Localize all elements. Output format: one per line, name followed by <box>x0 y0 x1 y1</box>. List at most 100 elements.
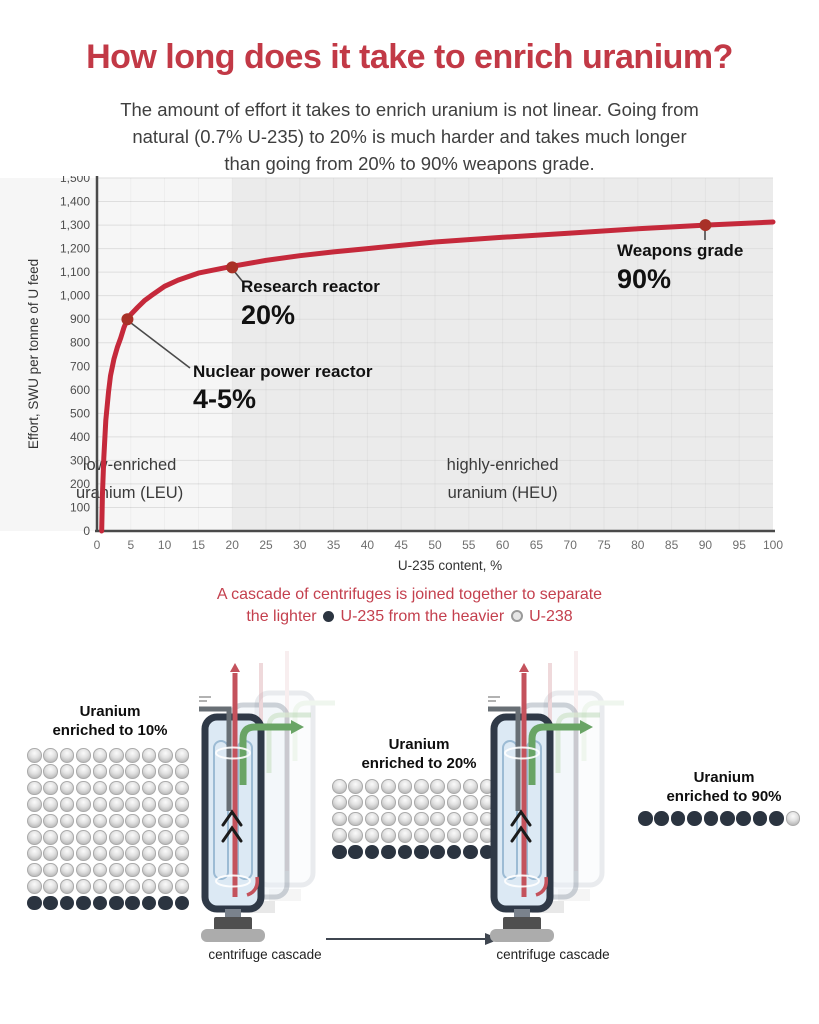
u238-atom-dot <box>332 779 347 794</box>
x-tick-label: 10 <box>158 538 172 552</box>
u238-atom-dot <box>397 779 413 794</box>
u238-atom-dot <box>27 780 42 796</box>
annotation-leader-nuclear-power-reactor <box>130 322 191 369</box>
x-tick-label: 100 <box>763 538 783 552</box>
y-tick-label: 1,200 <box>60 242 90 256</box>
u238-atom-dot <box>108 780 124 796</box>
u238-atom-dot <box>27 846 42 861</box>
x-tick-label: 70 <box>564 538 578 552</box>
stand-neck <box>225 909 241 919</box>
u238-atom-dot <box>174 813 190 829</box>
u235-atom-dot <box>92 895 108 911</box>
u238-atom-dot <box>108 748 124 763</box>
u238-atom-dot <box>108 797 124 812</box>
spin-swirl-bottom <box>504 874 540 888</box>
u238-atom-dot <box>364 779 380 794</box>
u235-atom-dot <box>381 844 396 860</box>
u238-atom-dot <box>108 764 124 779</box>
u235-atom-dot <box>27 895 42 911</box>
cascade-label-1: centrifuge cascade <box>208 947 322 962</box>
u235-atom-dot <box>638 811 653 826</box>
y-tick-label: 500 <box>70 406 90 420</box>
u235-atom-dot <box>670 811 686 826</box>
region-label-leu: low-enriched <box>83 456 177 474</box>
dot-group-label-20pct: Uranium enriched to 20% <box>361 736 477 772</box>
u238-atom-dot <box>43 862 58 878</box>
u235-atom-dot <box>430 844 445 860</box>
u238-atom-dot <box>92 846 108 861</box>
u238-atom-dot <box>141 748 157 763</box>
x-tick-label: 90 <box>699 538 713 552</box>
x-tick-label: 35 <box>327 538 341 552</box>
chart-annotations: Nuclear power reactor 4-5% Research reacto… <box>121 219 743 414</box>
cascade-caption-line-1: A cascade of centrifuges is joined toget… <box>216 586 603 603</box>
u235-atom-dot <box>59 895 75 911</box>
u238-atom-dot <box>413 828 429 843</box>
tails-curl <box>535 876 549 897</box>
stand-neck <box>514 909 530 919</box>
centrifuge-cascade-svg <box>488 651 626 942</box>
u238-atom-dot <box>125 879 140 894</box>
u238-atom-dot <box>59 829 75 845</box>
u238-atom-dot <box>43 797 58 812</box>
u238-atom-dot <box>92 879 108 894</box>
x-tick-label: 85 <box>665 538 679 552</box>
u235-atom-dot <box>397 844 413 860</box>
u235-atom-dot <box>752 811 768 826</box>
annotation-label-nuclear-power-reactor: Nuclear power reactor <box>193 362 373 381</box>
u238-atom-dot <box>27 797 42 812</box>
u238-atom-dot <box>125 813 140 829</box>
u238-atom-dot <box>76 879 91 894</box>
u235-atom-dot <box>174 895 190 911</box>
u238-atom-dot <box>381 795 396 810</box>
u235-atom-dot <box>463 844 478 860</box>
subtitle-line-1: The amount of effort it takes to enrich … <box>120 99 699 120</box>
u238-atom-dot <box>59 846 75 861</box>
u238-atom-dot <box>59 813 75 829</box>
u238-atom-dot <box>108 846 124 861</box>
cascade-caption: A cascade of centrifuges is joined toget… <box>0 584 819 628</box>
u238-atom-dot <box>141 797 157 812</box>
u238-atom-dot <box>125 748 140 763</box>
u238-atom-dot <box>141 813 157 829</box>
dot-grid-20pct <box>332 779 496 861</box>
u238-atom-dot <box>59 797 75 812</box>
u238-atom-dot <box>141 780 157 796</box>
page-title: How long does it take to enrich uranium? <box>86 38 733 76</box>
u238-atom-dot <box>108 813 124 829</box>
u238-atom-dot <box>59 748 75 763</box>
u235-atom-dot <box>687 811 702 826</box>
u238-atom-dot <box>413 811 429 827</box>
u238-atom-dot <box>125 764 140 779</box>
u238-atom-dot <box>446 779 462 794</box>
cascade-label-2: centrifuge cascade <box>496 947 610 962</box>
u238-atom-dot <box>125 829 140 845</box>
u238-atom-dot <box>158 764 173 779</box>
y-tick-label: 1,100 <box>60 265 90 279</box>
u238-atom-dot <box>397 795 413 810</box>
dot-grid-10pct <box>27 748 191 912</box>
u238-atom-dot <box>141 764 157 779</box>
u238-atom-dot <box>92 764 108 779</box>
region-label-leu: uranium (LEU) <box>76 484 183 502</box>
u235-atom-dot <box>76 895 91 911</box>
page-subtitle: The amount of effort it takes to enrich … <box>0 96 819 177</box>
u238-atom-dot <box>430 828 445 843</box>
chart-tick-labels: 01002003004005006007008009001,0001,1001,… <box>60 176 783 552</box>
annotation-value-nuclear-power-reactor: 4-5% <box>193 384 256 414</box>
u238-atom-dot <box>59 780 75 796</box>
u238-atom-dot <box>141 879 157 894</box>
u238-atom-dot <box>43 764 58 779</box>
u238-atom-dot <box>364 811 380 827</box>
x-tick-label: 20 <box>226 538 240 552</box>
u238-atom-dot <box>27 813 42 829</box>
u238-atom-dot <box>27 862 42 878</box>
u238-atom-dot <box>381 811 396 827</box>
u238-atom-dot <box>108 862 124 878</box>
spin-swirl-bottom <box>215 874 251 888</box>
chart-curve-layer <box>99 219 776 534</box>
u238-atom-dot <box>158 879 173 894</box>
feed-arrow-icon <box>488 696 500 702</box>
u238-atom-dot <box>785 811 801 826</box>
